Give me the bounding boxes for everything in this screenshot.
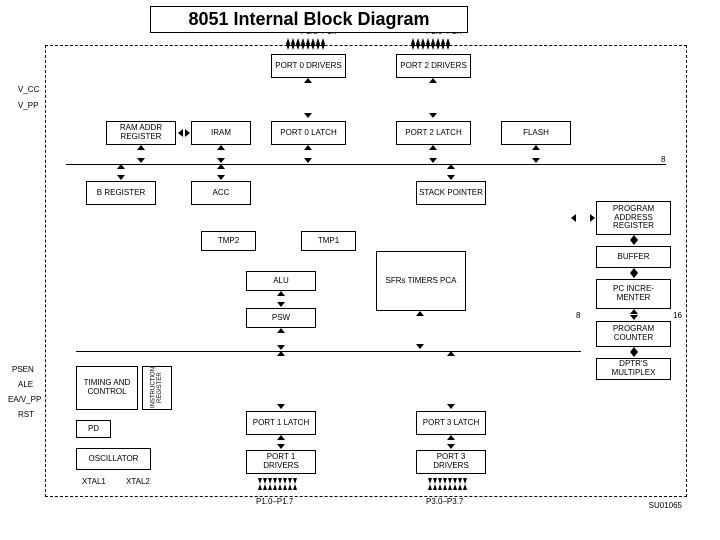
- block-port0-drivers: PORT 0 DRIVERS: [271, 54, 346, 78]
- block-buffer: BUFFER: [596, 246, 671, 268]
- conn-p2drv-latch: [429, 78, 437, 118]
- block-port3-drivers: PORT 3 DRIVERS: [416, 450, 486, 474]
- bus-main: [66, 164, 666, 165]
- label-ale: ALE: [18, 381, 33, 389]
- label-bus16: 16: [673, 312, 682, 320]
- block-pd: PD: [76, 420, 111, 438]
- conn-ramaddr-bus: [137, 145, 145, 163]
- label-bus8b: 8: [576, 312, 580, 320]
- block-program-addr: PROGRAM ADDRESS REGISTER: [596, 201, 671, 235]
- conn-iram-bus: [217, 145, 225, 163]
- page-title: 8051 Internal Block Diagram: [150, 6, 468, 33]
- conn-ram-iram: [178, 129, 190, 137]
- block-dptr: DPTR'S MULTIPLEX: [596, 358, 671, 380]
- label-xtal1: XTAL1: [82, 478, 106, 486]
- conn-p0drv-latch: [304, 78, 312, 118]
- block-port1-drivers: PORT 1 DRIVERS: [246, 450, 316, 474]
- block-acc: ACC: [191, 181, 251, 205]
- arrows-port1-bot-u: [258, 484, 297, 490]
- block-port1-latch: PORT 1 LATCH: [246, 411, 316, 435]
- conn-p3l-p3d: [447, 435, 455, 449]
- block-port2-latch: PORT 2 LATCH: [396, 121, 471, 145]
- label-p3-bot: P3.0–P3.7: [426, 498, 463, 506]
- block-oscillator: OSCILLATOR: [76, 448, 151, 470]
- block-flash: FLASH: [501, 121, 571, 145]
- block-port3-latch: PORT 3 LATCH: [416, 411, 486, 435]
- diagram-id: SU01065: [649, 501, 682, 510]
- diagram-frame: V_CC V_PP PSEN ALE EA/V_PP RST P1.0–P1.7…: [45, 45, 687, 497]
- label-p1-bot: P1.0–P1.7: [256, 498, 293, 506]
- label-xtal2: XTAL2: [126, 478, 150, 486]
- conn-p2l-bus: [429, 145, 437, 163]
- conn-acc-bus: [217, 164, 225, 180]
- block-tmp1: TMP1: [301, 231, 356, 251]
- conn-sp-bus: [447, 164, 455, 180]
- arrows-port2-top-d: [411, 44, 450, 50]
- conn-buf-pci: [630, 268, 638, 278]
- block-timing: TIMING AND CONTROL: [76, 366, 138, 410]
- block-stack-ptr: STACK POINTER: [416, 181, 486, 205]
- block-ram-addr: RAM ADDR REGISTER: [106, 121, 176, 145]
- block-instr-reg: INSTRUCTION REGISTER: [142, 366, 172, 410]
- label-vpp: V_PP: [18, 102, 38, 110]
- block-sfrs: SFRs TIMERS PCA: [376, 251, 466, 311]
- conn-pci-pc: [630, 309, 638, 320]
- label-eavpp: EA/V_PP: [8, 396, 41, 404]
- label-psen: PSEN: [12, 366, 34, 374]
- block-pc-inc: PC INCRE- MENTER: [596, 279, 671, 309]
- conn-par-buf: [630, 235, 638, 245]
- conn-breg-bus: [117, 164, 125, 180]
- arrows-port3-bot-u: [428, 484, 467, 490]
- conn-bus2-p1l: [277, 351, 285, 409]
- conn-alu-psw: [277, 291, 285, 307]
- block-iram: IRAM: [191, 121, 251, 145]
- conn-pc-dptr: [630, 347, 638, 357]
- block-port2-drivers: PORT 2 DRIVERS: [396, 54, 471, 78]
- block-psw: PSW: [246, 308, 316, 328]
- block-alu: ALU: [246, 271, 316, 291]
- arrows-port0-top-d: [286, 44, 325, 50]
- conn-psw-bus2: [277, 328, 285, 350]
- conn-bus-par: [571, 214, 595, 222]
- block-prog-cnt: PROGRAM COUNTER: [596, 321, 671, 347]
- label-rst: RST: [18, 411, 34, 419]
- bus-lower: [76, 351, 581, 352]
- conn-bus2-p3l: [447, 351, 455, 409]
- conn-flash-bus: [532, 145, 540, 163]
- label-bus8a: 8: [661, 156, 665, 164]
- block-port0-latch: PORT 0 LATCH: [271, 121, 346, 145]
- conn-sfr-bus2: [416, 311, 424, 349]
- conn-p0l-bus: [304, 145, 312, 163]
- block-b-reg: B REGISTER: [86, 181, 156, 205]
- conn-p1l-p1d: [277, 435, 285, 449]
- block-tmp2: TMP2: [201, 231, 256, 251]
- label-vcc: V_CC: [18, 86, 39, 94]
